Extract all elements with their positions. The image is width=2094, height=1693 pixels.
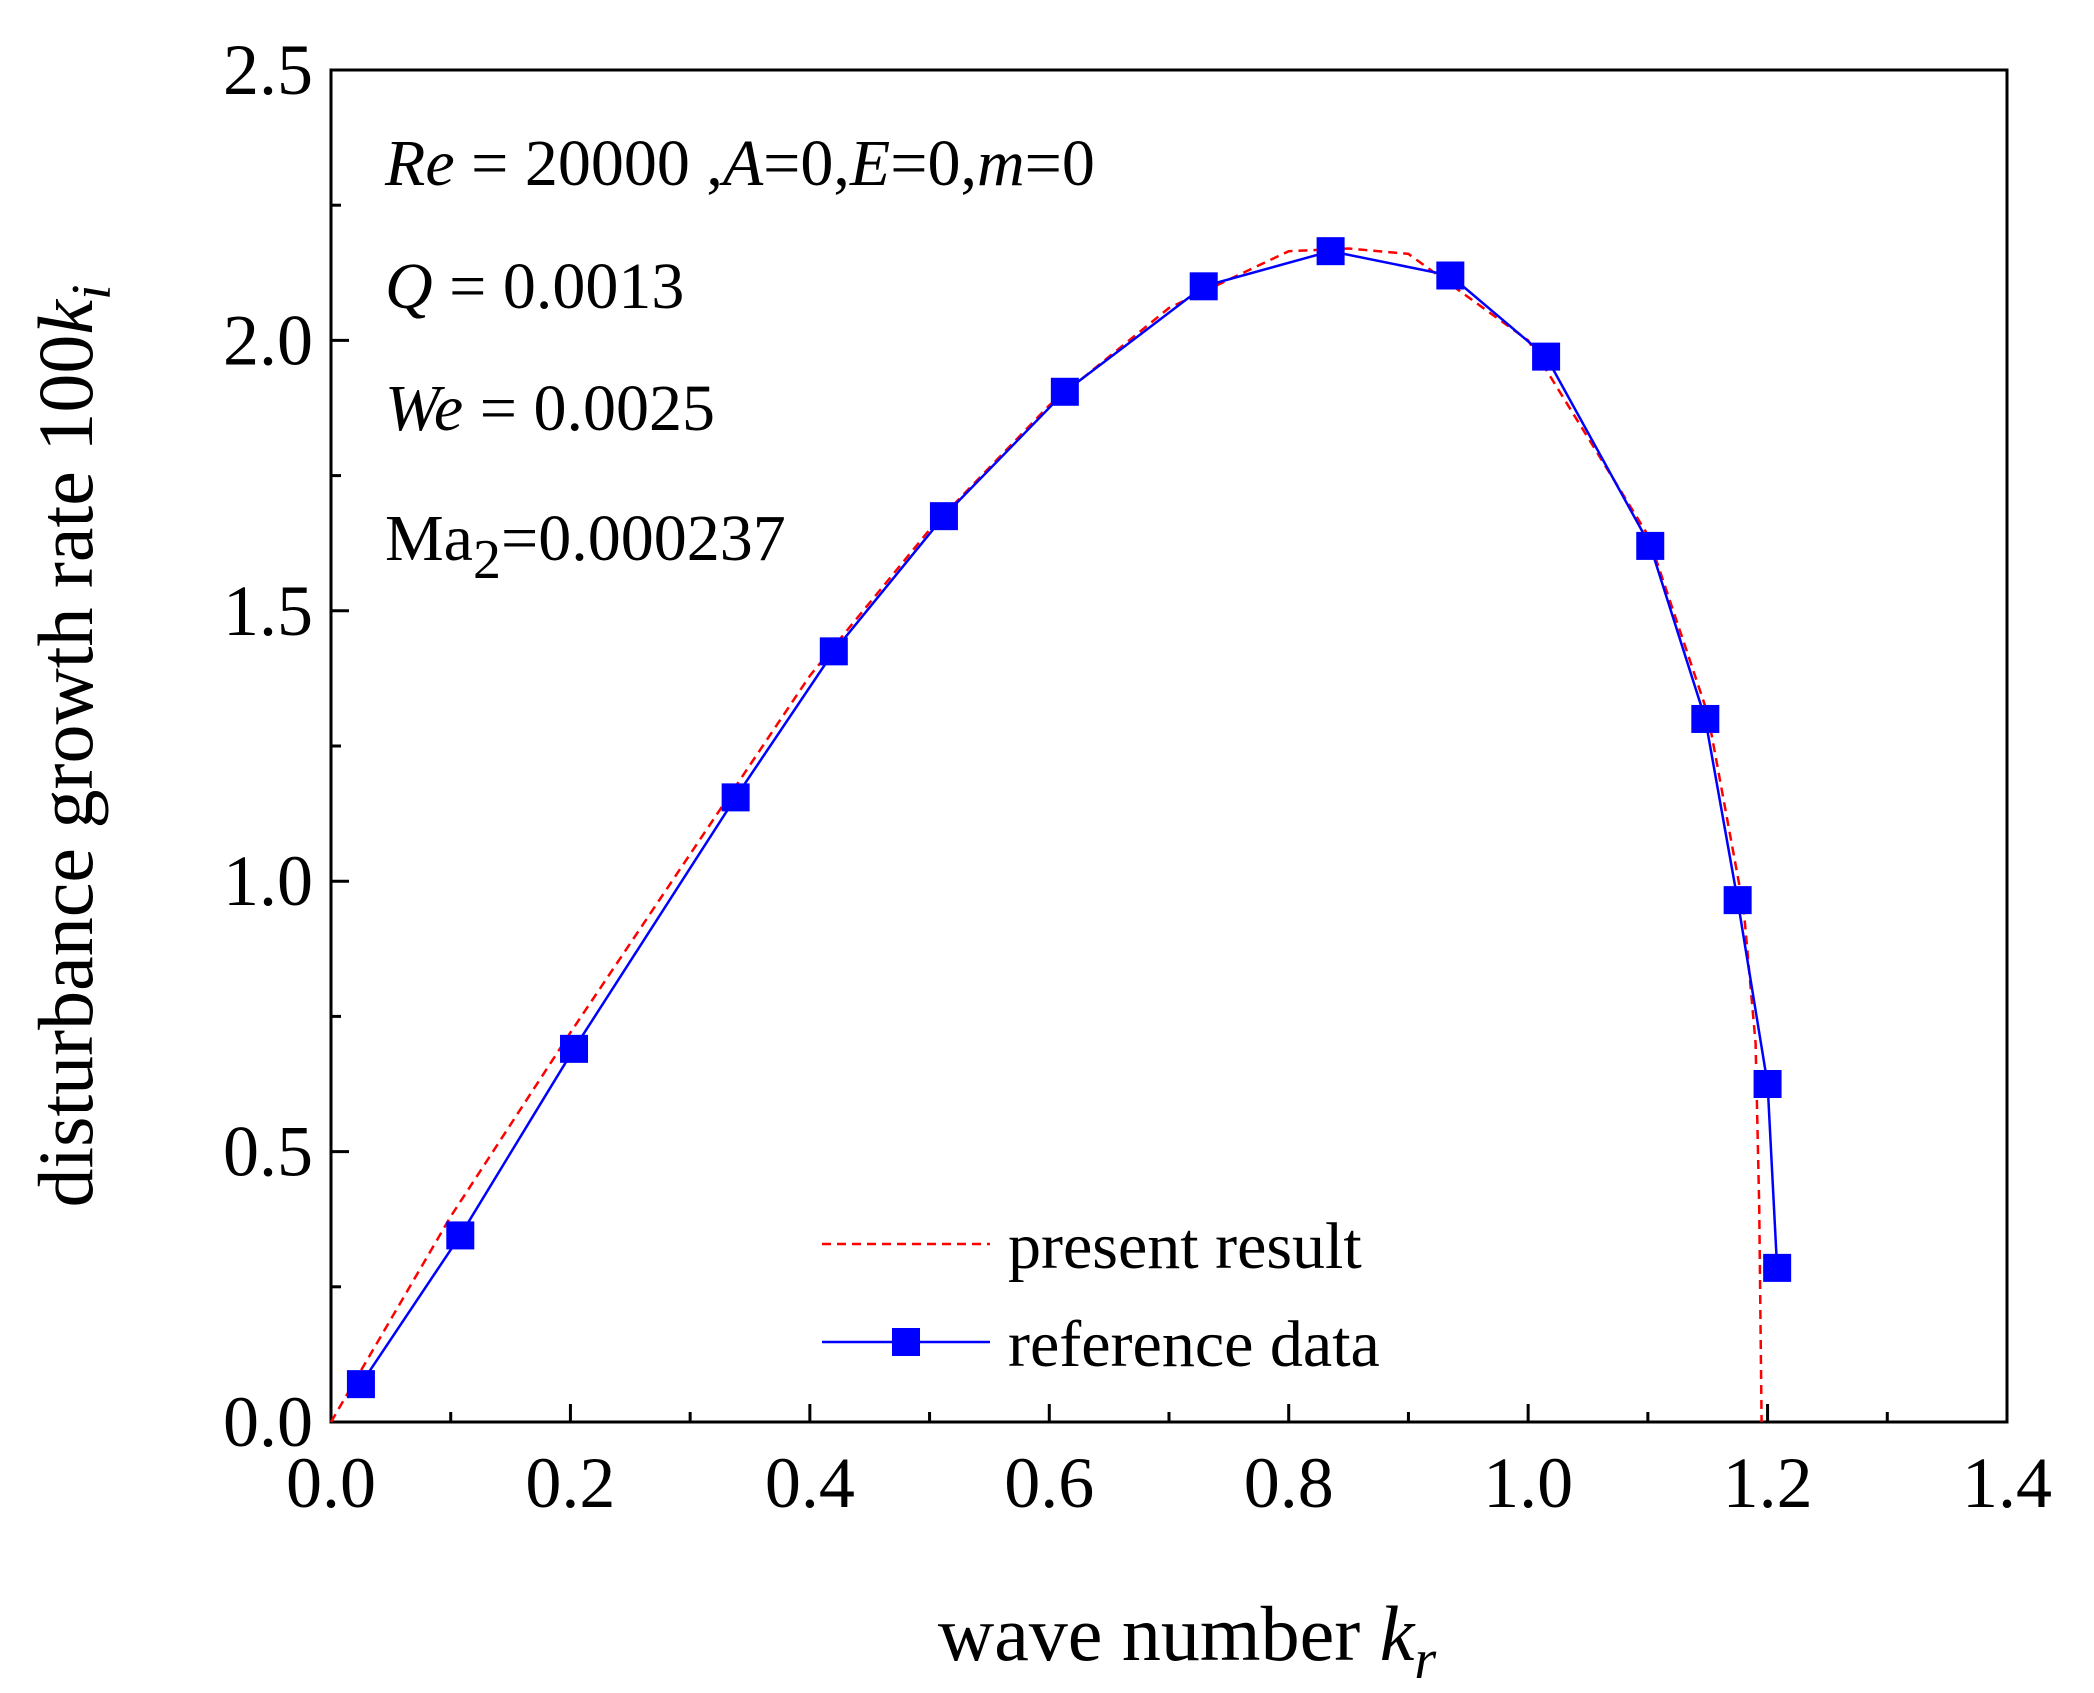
reference-data-point [346, 1370, 375, 1399]
y-tick-label: 0.5 [223, 1112, 313, 1192]
reference-data-point [819, 637, 848, 666]
x-tick-label: 1.4 [1962, 1443, 2052, 1523]
annotation-line-4: Ma2=0.000237 [385, 502, 786, 591]
annotation-line-2: Q = 0.0013 [385, 250, 684, 323]
reference-data-point [1691, 704, 1720, 733]
x-tick-label: 0.0 [286, 1443, 376, 1523]
x-tick-label: 1.2 [1723, 1443, 1813, 1523]
x-tick-label: 0.4 [765, 1443, 855, 1523]
tick-labels: 0.0 0.2 0.4 0.6 0.8 1.0 1.2 1.4 0.0 0.5 1.0 1.5 2.0 2… [223, 30, 2052, 1523]
axis-ticks [329, 68, 2009, 1424]
reference-data-point [1636, 531, 1665, 560]
reference-data-point [560, 1034, 589, 1063]
y-tick-label: 1.5 [223, 571, 313, 651]
x-axis-title: wave number kr [938, 1590, 1436, 1691]
x-tick-label: 0.8 [1244, 1443, 1334, 1523]
reference-data-line [359, 249, 1779, 1385]
series-layer [329, 237, 1792, 1423]
x-tick-label: 0.6 [1004, 1443, 1094, 1523]
y-tick-label: 0.0 [223, 1382, 313, 1462]
legend-present-label: present result [1008, 1210, 1362, 1283]
legend-reference-marker [892, 1328, 920, 1356]
reference-data-point [446, 1221, 475, 1250]
reference-data-point [1436, 261, 1465, 290]
reference-data-point [1532, 342, 1561, 371]
y-axis-title: disturbance growth rate 100ki [22, 284, 123, 1207]
legend: present result reference data [822, 1210, 1380, 1381]
reference-data-point [1723, 886, 1752, 915]
reference-data-point [721, 783, 750, 812]
reference-data-point [1189, 272, 1218, 301]
annotation-line-3: We = 0.0025 [385, 372, 715, 445]
reference-data-point [1316, 237, 1345, 266]
x-tick-label: 1.0 [1483, 1443, 1573, 1523]
reference-data-point [1753, 1070, 1782, 1098]
annotation-line-1: Re = 20000 ,A=0,E=0,m=0 [384, 127, 1095, 200]
y-tick-label: 2.5 [223, 30, 313, 110]
y-tick-label: 1.0 [223, 841, 313, 921]
reference-data-point [1050, 377, 1079, 406]
reference-data-point [929, 502, 958, 531]
legend-reference-label: reference data [1008, 1308, 1380, 1381]
parameter-annotations: Re = 20000 ,A=0,E=0,m=0 Q = 0.0013 We = … [384, 127, 1095, 591]
y-tick-label: 2.0 [223, 300, 313, 380]
x-tick-label: 0.2 [525, 1443, 615, 1523]
reference-data-point [1763, 1253, 1792, 1282]
